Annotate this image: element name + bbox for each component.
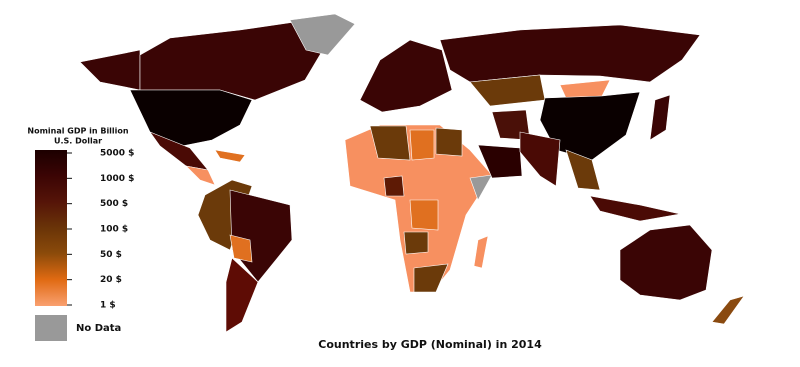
alaska	[79, 49, 141, 91]
australia	[619, 224, 713, 301]
indonesia	[589, 195, 681, 222]
legend-level-label: 50 $	[100, 250, 122, 260]
algeria	[369, 125, 411, 161]
central-america	[185, 165, 216, 186]
japan	[649, 94, 671, 141]
legend-level-label: 500 $	[100, 199, 128, 209]
argentina	[225, 257, 259, 333]
bolivia	[229, 234, 253, 263]
nigeria	[383, 175, 405, 197]
europe	[359, 39, 453, 113]
map-title: Countries by GDP (Nominal) in 2014	[318, 338, 542, 351]
somalia	[469, 174, 493, 201]
legend-title: U.S. Dollar	[54, 137, 102, 146]
new-zealand	[711, 295, 745, 325]
india	[519, 131, 561, 187]
libya	[409, 129, 435, 161]
legend-level-label: 5000 $	[100, 149, 134, 159]
legend-level-label: 100 $	[100, 225, 128, 235]
no-data-label: No Data	[76, 323, 121, 334]
world-map	[79, 13, 745, 333]
usa	[129, 89, 253, 147]
greenland	[289, 13, 356, 56]
legend: Nominal GDP in Billion U.S. Dollar 5000 …	[27, 127, 134, 341]
russia	[439, 24, 701, 83]
egypt	[435, 127, 463, 157]
angola	[403, 231, 429, 255]
south-africa	[413, 263, 449, 293]
legend-scale	[35, 150, 67, 306]
no-data-swatch	[35, 315, 67, 341]
congo	[409, 199, 439, 231]
madagascar	[473, 235, 489, 269]
mongolia	[559, 79, 611, 99]
legend-level-label: 1000 $	[100, 174, 134, 184]
saudi-arabia	[477, 144, 523, 179]
china	[539, 91, 641, 161]
southeast-asia	[565, 149, 601, 191]
legend-level-label: 1 $	[100, 301, 116, 311]
legend-level-label: 20 $	[100, 275, 122, 285]
legend-levels: 5000 $ 1000 $ 500 $ 100 $ 50 $ 20 $ 1 $	[67, 149, 134, 311]
legend-title: Nominal GDP in Billion	[27, 127, 129, 136]
caribbean	[214, 149, 246, 163]
